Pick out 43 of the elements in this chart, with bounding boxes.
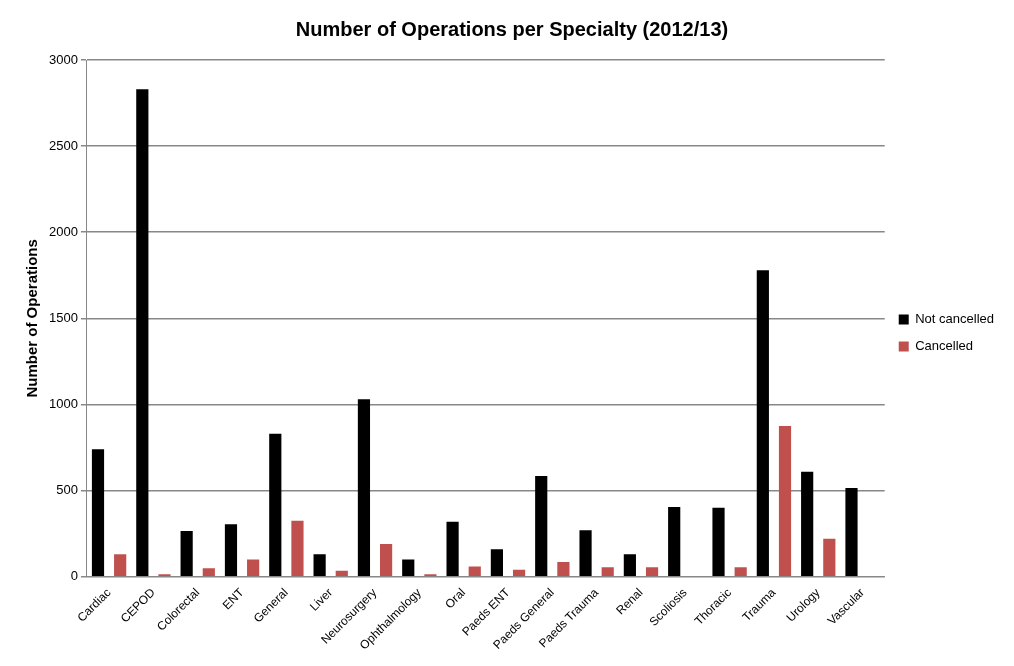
bar — [579, 530, 592, 576]
bar — [823, 538, 836, 576]
bar — [313, 554, 326, 576]
bar — [180, 531, 193, 576]
y-axis-title: Number of Operations — [23, 239, 41, 398]
bar — [136, 89, 149, 576]
bar — [468, 566, 481, 576]
y-tick-label: 1000 — [49, 396, 78, 412]
bar — [535, 475, 548, 576]
legend-label: Not cancelled — [915, 311, 995, 327]
bar — [778, 426, 792, 576]
bar — [734, 567, 747, 576]
bar — [335, 570, 348, 576]
bar — [712, 507, 725, 576]
chart-title: Number of Operations per Specialty (2012/13) — [295, 17, 729, 40]
bar — [114, 554, 127, 576]
y-tick-label: 1500 — [49, 309, 78, 325]
bar — [512, 569, 526, 576]
bar — [91, 449, 105, 576]
bar — [446, 521, 459, 576]
y-tick-label: 2000 — [49, 223, 78, 239]
bar — [801, 471, 814, 576]
bar — [247, 559, 260, 576]
y-tick-label: 3000 — [49, 51, 78, 67]
y-tick-label: 500 — [56, 482, 78, 498]
bar — [380, 544, 393, 576]
bar — [601, 567, 614, 576]
bar — [623, 554, 636, 576]
bar — [756, 270, 769, 576]
bar — [402, 559, 415, 576]
bar — [224, 524, 238, 576]
bar — [202, 568, 215, 576]
bar — [557, 562, 570, 576]
bar — [645, 567, 659, 576]
bar — [291, 520, 304, 576]
bar — [490, 549, 503, 576]
legend-label: Cancelled — [915, 338, 974, 354]
bar — [357, 399, 371, 576]
y-tick-label: 2500 — [49, 137, 78, 153]
bar — [668, 506, 681, 576]
bar — [845, 488, 858, 576]
bar — [269, 433, 282, 576]
y-tick-label: 0 — [70, 568, 78, 584]
